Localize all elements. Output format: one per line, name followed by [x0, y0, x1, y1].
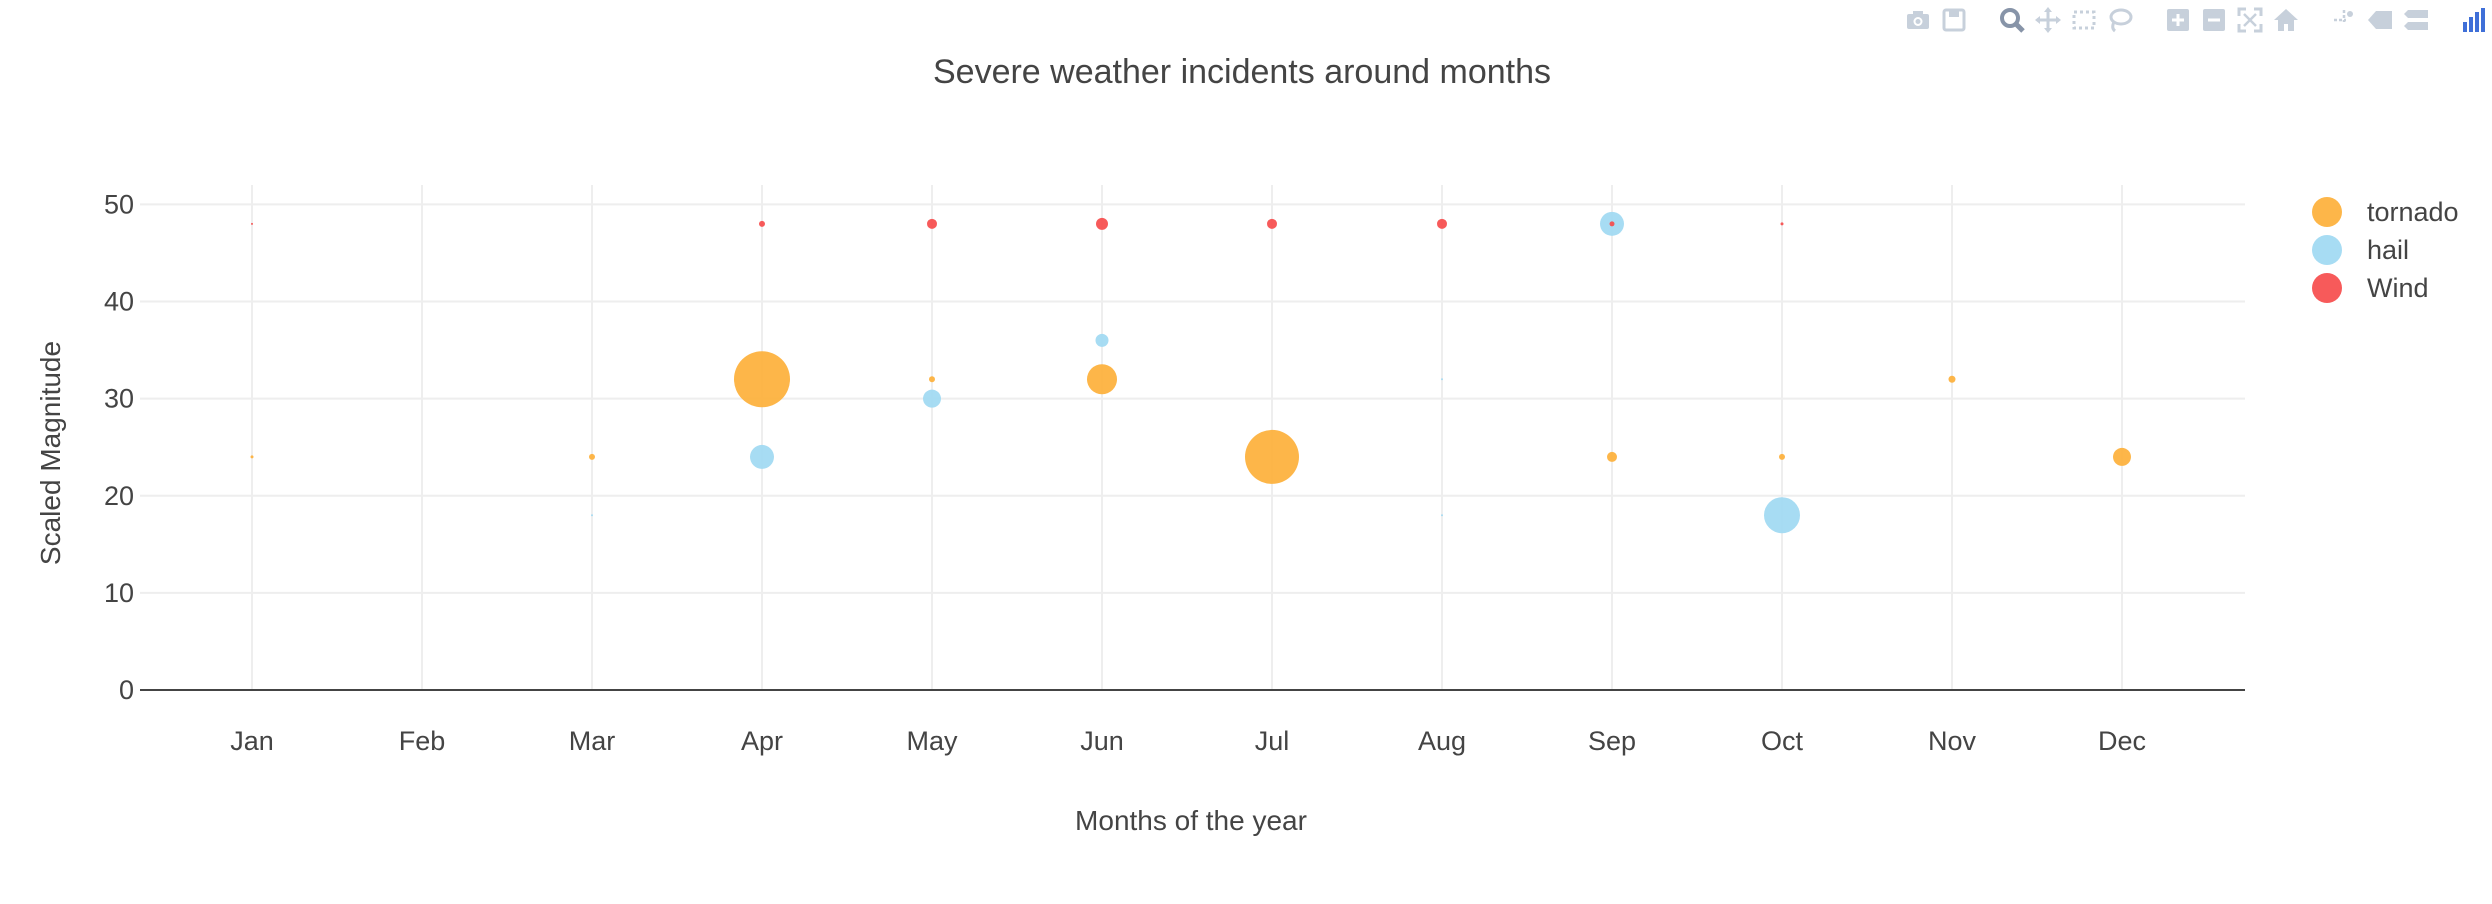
data-point-wind[interactable] — [251, 222, 253, 225]
pan-icon — [2034, 6, 2062, 34]
data-point-hail[interactable] — [1441, 514, 1443, 517]
data-point-wind[interactable] — [759, 220, 765, 227]
modebar-group — [2456, 4, 2492, 36]
autoscale-icon — [2236, 6, 2264, 34]
home-icon — [2272, 6, 2300, 34]
plotly-logo-link[interactable] — [2456, 4, 2492, 36]
legend-item-tornado[interactable]: tornado — [2312, 197, 2459, 227]
series-hail — [591, 211, 1800, 534]
modebar-group — [2160, 4, 2304, 36]
data-point-hail[interactable] — [1095, 333, 1109, 347]
zoom-in-button[interactable] — [2160, 4, 2196, 36]
data-point-wind[interactable] — [1437, 218, 1447, 229]
hover-closest-button[interactable] — [2362, 4, 2398, 36]
data-points — [250, 211, 2131, 534]
y-tick-label: 40 — [104, 287, 134, 317]
x-tick-label: Mar — [569, 726, 616, 756]
plotly-logo-icon — [2460, 6, 2488, 34]
lasso-icon — [2106, 6, 2134, 34]
legend-marker — [2312, 235, 2342, 265]
data-point-hail[interactable] — [923, 389, 941, 408]
autoscale-button[interactable] — [2232, 4, 2268, 36]
chart-title: Severe weather incidents around months — [933, 53, 1551, 91]
download-png-button[interactable] — [1900, 4, 1936, 36]
x-tick-label: Sep — [1588, 726, 1636, 756]
legend-item-wind[interactable]: Wind — [2312, 273, 2429, 303]
modebar-group — [1994, 4, 2138, 36]
legend-item-hail[interactable]: hail — [2312, 235, 2409, 265]
data-point-tornado[interactable] — [589, 453, 595, 460]
x-tick-label: May — [906, 726, 958, 756]
legend-label: tornado — [2367, 197, 2459, 227]
x-tick-label: Dec — [2098, 726, 2146, 756]
hover-compare-icon — [2402, 6, 2430, 34]
data-point-wind[interactable] — [1267, 218, 1277, 229]
legend-marker — [2312, 273, 2342, 303]
x-tick-label: Oct — [1761, 726, 1804, 756]
zoom-out-button[interactable] — [2196, 4, 2232, 36]
reset-axes-button[interactable] — [2268, 4, 2304, 36]
data-point-tornado[interactable] — [250, 455, 254, 459]
data-point-tornado[interactable] — [1245, 429, 1299, 484]
save-to-cloud-button[interactable] — [1936, 4, 1972, 36]
y-tick-label: 20 — [104, 481, 134, 511]
data-point-hail[interactable] — [1764, 497, 1800, 534]
modebar-group — [1900, 4, 1972, 36]
zoom-in-icon — [2164, 6, 2192, 34]
data-point-tornado[interactable] — [734, 351, 790, 408]
hover-compare-button[interactable] — [2398, 4, 2434, 36]
axes: Jan Feb Mar Apr May Jun Jul Aug Sep Oct Nov Dec 0 10 2… — [104, 189, 2245, 756]
legend-marker — [2312, 197, 2342, 227]
save-icon — [1940, 6, 1968, 34]
zoom-out-icon — [2200, 6, 2228, 34]
box-select-icon — [2070, 6, 2098, 34]
zoom-icon — [1998, 6, 2026, 34]
data-point-tornado[interactable] — [2113, 447, 2131, 466]
x-tick-label: Aug — [1418, 726, 1466, 756]
zoom-button[interactable] — [1994, 4, 2030, 36]
x-tick-label: Jun — [1080, 726, 1124, 756]
lasso-select-button[interactable] — [2102, 4, 2138, 36]
x-tick-label: Apr — [741, 726, 783, 756]
series-wind — [251, 217, 1784, 230]
spike-lines-icon — [2330, 6, 2358, 34]
data-point-tornado[interactable] — [929, 376, 935, 383]
x-axis-label: Months of the year — [1075, 805, 1307, 836]
y-tick-label: 10 — [104, 578, 134, 608]
data-point-hail[interactable] — [750, 444, 774, 469]
data-point-wind[interactable] — [1780, 222, 1784, 226]
data-point-hail[interactable] — [591, 514, 593, 517]
pan-button[interactable] — [2030, 4, 2066, 36]
data-point-tornado[interactable] — [1948, 375, 1956, 383]
x-tick-label: Feb — [399, 726, 446, 756]
series-tornado — [250, 351, 2131, 484]
modebar-toolbar — [1878, 4, 2492, 36]
y-tick-label: 30 — [104, 384, 134, 414]
y-tick-label: 50 — [104, 189, 134, 219]
data-point-wind[interactable] — [927, 218, 937, 229]
camera-icon — [1904, 6, 1932, 34]
box-select-button[interactable] — [2066, 4, 2102, 36]
x-tick-label: Nov — [1928, 726, 1977, 756]
modebar-group — [2326, 4, 2434, 36]
data-point-tornado[interactable] — [1087, 364, 1117, 395]
data-point-wind[interactable] — [1096, 217, 1108, 230]
y-tick-label: 0 — [119, 675, 134, 705]
data-point-tornado[interactable] — [1607, 451, 1617, 462]
x-tick-label: Jan — [230, 726, 274, 756]
legend-label: hail — [2367, 235, 2409, 265]
grid-lines — [140, 185, 2245, 690]
data-point-hail[interactable] — [1441, 378, 1443, 381]
data-point-wind[interactable] — [1609, 221, 1615, 227]
legend: tornado hail Wind — [2312, 197, 2459, 303]
legend-label: Wind — [2367, 273, 2429, 303]
hover-closest-icon — [2366, 6, 2394, 34]
data-point-tornado[interactable] — [1779, 453, 1785, 460]
y-axis-label: Scaled Magnitude — [35, 341, 66, 565]
x-tick-label: Jul — [1255, 726, 1290, 756]
toggle-spike-lines-button[interactable] — [2326, 4, 2362, 36]
